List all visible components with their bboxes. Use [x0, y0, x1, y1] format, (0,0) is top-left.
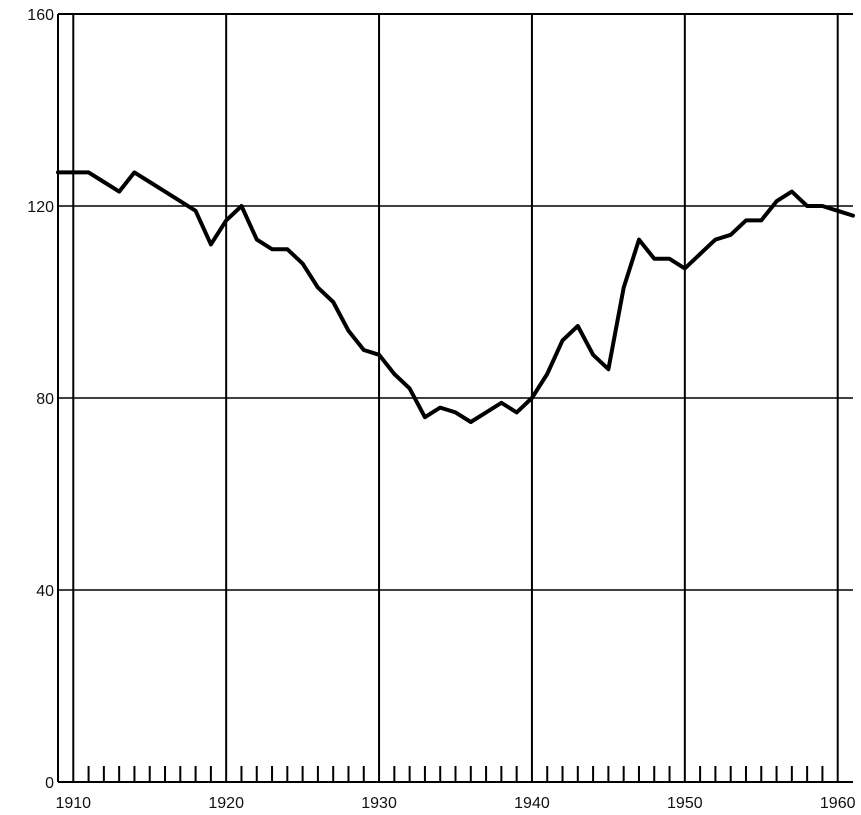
data-point-1961	[851, 214, 855, 218]
data-point-1917	[178, 199, 182, 203]
data-point-1914	[132, 170, 136, 174]
data-point-1923	[270, 247, 274, 251]
data-point-1920	[224, 218, 228, 222]
data-point-1946	[622, 286, 626, 290]
series-group	[56, 170, 855, 424]
x-tick-label-1920: 1920	[208, 795, 244, 812]
data-point-1924	[285, 247, 289, 251]
data-point-1944	[591, 353, 595, 357]
year-minor-ticks	[87, 766, 824, 782]
data-point-1951	[698, 252, 702, 256]
data-point-1929	[362, 348, 366, 352]
data-point-1952	[713, 238, 717, 242]
data-point-1939	[515, 410, 519, 414]
y-tick-label-0: 0	[45, 775, 54, 792]
data-point-1928	[346, 329, 350, 333]
y-tick-label-120: 120	[27, 199, 54, 216]
data-point-1922	[255, 238, 259, 242]
data-point-1953	[729, 233, 733, 237]
data-point-1925	[301, 262, 305, 266]
series-line-0	[56, 170, 855, 424]
horizontal-gridlines	[58, 205, 853, 591]
data-point-1930	[377, 353, 381, 357]
data-point-1957	[790, 190, 794, 194]
data-point-1949	[668, 257, 672, 261]
data-point-1935	[454, 410, 457, 414]
y-tick-label-40: 40	[36, 583, 54, 600]
data-point-1932	[408, 386, 412, 390]
data-point-1960	[836, 209, 840, 213]
x-tick-label-1940: 1940	[514, 795, 550, 812]
data-point-1915	[148, 180, 152, 184]
data-point-1926	[316, 286, 320, 290]
data-point-1954	[744, 218, 748, 222]
x-tick-labels: 1910 1920 1930 1940 1950 1960	[55, 795, 855, 812]
data-point-1950	[683, 266, 687, 270]
data-point-1910	[71, 170, 75, 174]
data-point-1913	[117, 190, 121, 194]
data-point-1931	[392, 372, 396, 376]
data-point-1919	[209, 242, 213, 246]
x-tick-label-1950: 1950	[667, 795, 703, 812]
x-tick-label-1930: 1930	[361, 795, 397, 812]
y-tick-label-160: 160	[27, 7, 54, 24]
data-point-1933	[423, 415, 427, 419]
data-point-1940	[530, 396, 534, 400]
data-point-1947	[637, 238, 641, 242]
plot-frame	[57, 13, 853, 783]
data-point-1958	[805, 204, 809, 208]
x-tick-label-1960: 1960	[820, 795, 856, 812]
data-point-1948	[652, 257, 656, 261]
data-point-1938	[499, 401, 503, 405]
data-point-1945	[606, 367, 610, 371]
data-point-1912	[102, 180, 106, 184]
data-point-1937	[484, 410, 488, 414]
data-point-1927	[331, 300, 335, 304]
data-point-1911	[87, 170, 91, 174]
data-point-1943	[576, 324, 580, 328]
y-tick-labels: 0 40 80 120 160	[27, 7, 54, 792]
data-point-1921	[239, 204, 243, 208]
data-point-1936	[469, 420, 473, 424]
x-tick-label-1910: 1910	[55, 795, 91, 812]
data-point-1909	[56, 170, 60, 174]
data-point-1959	[820, 204, 824, 208]
data-point-1918	[194, 209, 198, 213]
data-point-1955	[759, 218, 763, 222]
data-point-1934	[438, 406, 442, 410]
data-point-1942	[561, 338, 565, 342]
data-point-1916	[163, 190, 167, 194]
data-point-1956	[775, 199, 779, 203]
y-tick-label-80: 80	[36, 391, 54, 408]
data-point-1941	[545, 372, 549, 376]
